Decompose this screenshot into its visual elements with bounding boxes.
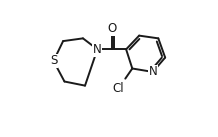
Text: N: N [93,43,102,56]
Text: Cl: Cl [113,82,124,95]
Text: S: S [50,55,57,67]
Text: N: N [148,65,157,78]
Text: O: O [107,22,116,35]
